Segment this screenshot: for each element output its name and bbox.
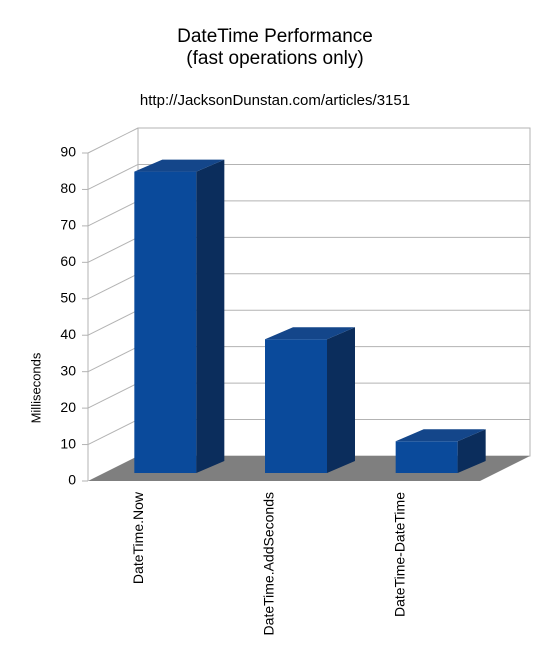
bar-side-face	[196, 159, 225, 474]
y-tick-label: 10	[60, 435, 76, 451]
y-tick-label: 90	[60, 144, 76, 160]
gridline-side	[87, 273, 139, 300]
gridline-side	[87, 419, 139, 446]
gridline-side	[87, 309, 139, 336]
bar-top-face	[265, 327, 355, 340]
x-tick-label: DateTime.AddSeconds	[261, 492, 277, 635]
y-tick-label: 70	[60, 217, 76, 233]
bar-side-face	[327, 327, 355, 473]
y-tick-label: 30	[60, 362, 76, 378]
x-tick-label: DateTime.Now	[130, 491, 146, 584]
y-tick-label: 20	[60, 399, 76, 415]
bars	[134, 159, 486, 474]
bar-side-face	[457, 429, 486, 473]
chart-title-line-2: (fast operations only)	[186, 48, 364, 69]
y-axis-title: Milliseconds	[28, 352, 43, 423]
bar-front-face	[265, 339, 327, 473]
chart-subtitle: http://JacksonDunstan.com/articles/3151	[139, 92, 411, 109]
bar-top-face	[134, 159, 225, 172]
y-tick-label: 40	[60, 326, 76, 342]
bar-front-face	[134, 171, 197, 474]
gridline-side	[87, 163, 139, 190]
bar	[134, 159, 225, 474]
y-tick-label: 80	[60, 180, 76, 196]
gridline-side	[87, 346, 139, 373]
chart-title-line-1: DateTime Performance	[177, 26, 373, 47]
gridline-side	[87, 200, 139, 227]
y-tick-label: 0	[68, 472, 76, 488]
y-tick-label: 60	[60, 253, 76, 269]
gridline-side	[87, 127, 139, 154]
bar	[265, 327, 355, 473]
gridline-side	[87, 236, 139, 263]
y-tick-labels: 0 10 20 30 40 50 60 70 80 90	[60, 144, 76, 488]
x-tick-label: DateTime-DateTime	[391, 492, 407, 617]
bar	[395, 429, 486, 473]
gridline-side	[87, 382, 139, 409]
y-tick-label: 50	[60, 289, 76, 305]
bar-front-face	[395, 441, 458, 473]
bar-top-face	[395, 429, 486, 442]
x-tick-labels: DateTime.Now DateTime.AddSeconds DateTime-…	[130, 491, 407, 635]
